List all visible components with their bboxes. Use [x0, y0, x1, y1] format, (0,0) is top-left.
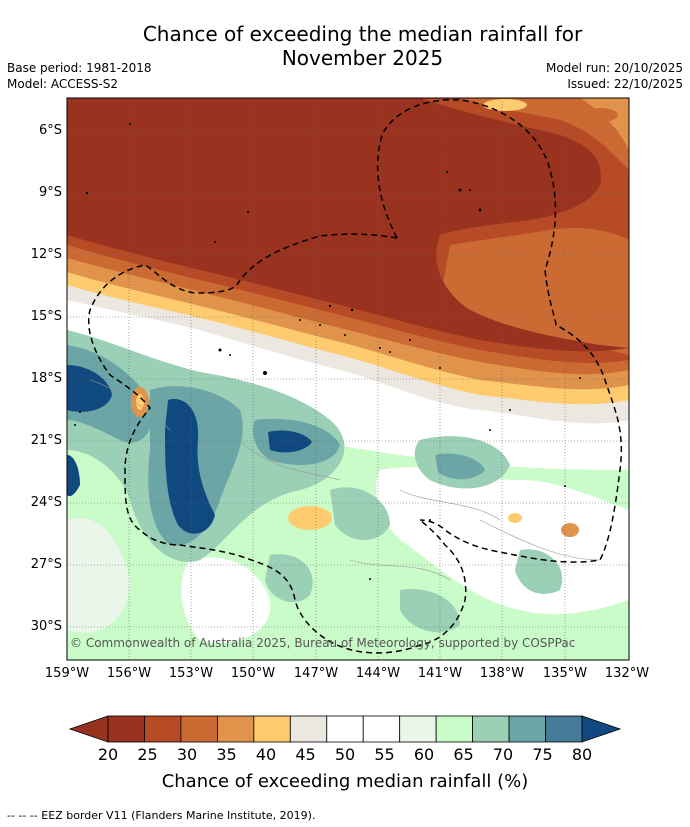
colorbar-box: [253, 715, 291, 743]
lon-label-132w: 132°W: [604, 666, 650, 681]
lon-label-156w: 156°W: [106, 666, 152, 681]
colorbar-box: [107, 715, 145, 743]
meta-right: Model run: 20/10/2025 Issued: 22/10/2025: [546, 60, 683, 92]
colorbar-box: [216, 715, 255, 743]
base-period-text: Base period: 1981-2018: [7, 61, 152, 75]
colorbar-tick-65: 65: [453, 745, 474, 764]
lon-label-138w: 138°W: [479, 666, 525, 681]
colorbar-tick-70: 70: [492, 745, 514, 764]
model-run-text: Model run: 20/10/2025: [545, 61, 683, 75]
map-title: Chance of exceeding the median rainfall …: [60, 22, 665, 70]
issued-text: Issued: 22/10/2025: [567, 77, 683, 91]
lat-label-18s: 18°S: [30, 371, 62, 386]
lon-label-147w: 147°W: [293, 666, 339, 681]
title-line-1: Chance of exceeding the median rainfall …: [142, 22, 583, 46]
lat-label-6s: 6°S: [38, 123, 62, 138]
colorbar-box: [289, 715, 328, 743]
model-text: Model: ACCESS-S2: [7, 77, 119, 91]
lon-label-153w: 153°W: [168, 666, 214, 681]
colorbar-tick-75: 75: [532, 745, 553, 764]
colorbar-tick-35: 35: [216, 745, 237, 764]
colorbar-box: [362, 715, 401, 743]
colorbar-tick-30: 30: [176, 745, 198, 764]
colorbar-tick-50: 50: [334, 745, 356, 764]
colorbar-tick-45: 45: [295, 745, 316, 764]
lat-label-30s: 30°S: [30, 619, 62, 634]
lon-label-141w: 141°W: [417, 666, 463, 681]
lat-label-27s: 27°S: [30, 557, 62, 572]
colorbar-box: [180, 715, 218, 743]
map-frame: [66, 97, 630, 661]
eez-footnote: -- -- -- EEZ border V11 (Flanders Marine…: [7, 809, 316, 822]
colorbar-box: [472, 715, 510, 743]
lat-label-12s: 12°S: [30, 247, 62, 262]
colorbar-box: [435, 715, 474, 743]
lon-label-150w: 150°W: [230, 666, 276, 681]
colorbar-low-arrow: [68, 715, 109, 743]
lat-label-24s: 24°S: [30, 495, 62, 510]
copyright-text: © Commonwealth of Australia 2025, Bureau…: [70, 636, 575, 650]
map-area: © Commonwealth of Australia 2025, Bureau…: [67, 98, 629, 660]
colorbar-boxes: [107, 715, 583, 743]
colorbar-box: [399, 715, 437, 743]
lat-label-15s: 15°S: [30, 309, 62, 324]
colorbar-box: [545, 715, 583, 743]
lat-label-21s: 21°S: [30, 433, 62, 448]
meta-left: Base period: 1981-2018 Model: ACCESS-S2: [7, 60, 152, 92]
colorbar-tick-20: 20: [97, 745, 119, 764]
colorbar-tick-40: 40: [255, 745, 277, 764]
colorbar: [68, 715, 622, 743]
colorbar-high-arrow: [581, 715, 622, 743]
colorbar-box: [326, 715, 364, 743]
colorbar-box: [508, 715, 546, 743]
lon-label-159w: 159°W: [44, 666, 90, 681]
lat-label-9s: 9°S: [38, 185, 62, 200]
title-line-2: November 2025: [281, 46, 444, 70]
colorbar-tick-60: 60: [413, 745, 435, 764]
colorbar-title: Chance of exceeding median rainfall (%): [161, 771, 529, 792]
colorbar-tick-55: 55: [374, 745, 395, 764]
colorbar-tick-25: 25: [137, 745, 158, 764]
lon-label-144w: 144°W: [355, 666, 401, 681]
lon-label-135w: 135°W: [542, 666, 588, 681]
colorbar-tick-80: 80: [571, 745, 593, 764]
colorbar-box: [144, 715, 182, 743]
